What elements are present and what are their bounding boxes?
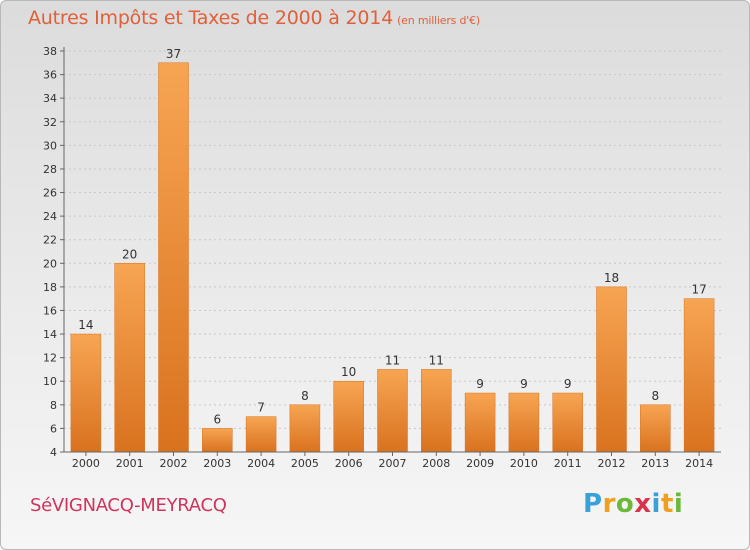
x-tick-label: 2006 xyxy=(335,457,363,470)
y-tick-label: 4 xyxy=(50,446,57,459)
data-label: 6 xyxy=(213,412,221,426)
x-tick-label: 2013 xyxy=(641,457,669,470)
data-label: 11 xyxy=(385,353,400,367)
data-label: 9 xyxy=(564,377,572,391)
bar xyxy=(596,286,627,453)
x-tick-label: 2000 xyxy=(72,457,100,470)
y-tick-label: 6 xyxy=(50,422,57,435)
x-tick-label: 2001 xyxy=(116,457,144,470)
y-tick-label: 10 xyxy=(43,375,57,388)
logo-letter: x xyxy=(634,489,652,519)
bar xyxy=(377,369,408,453)
bar xyxy=(421,369,452,453)
logo-letter: i xyxy=(651,489,661,519)
y-tick-label: 18 xyxy=(43,281,57,294)
y-tick-label: 36 xyxy=(43,69,57,82)
y-tick-label: 14 xyxy=(43,328,57,341)
label-layer: 14 20 37 6 7 8 10 11 11 9 9 9 18 8 17 xyxy=(78,47,706,427)
x-tick-label: 2014 xyxy=(685,457,713,470)
chart-subtitle: (en milliers d'€) xyxy=(397,14,480,27)
y-tick-label: 24 xyxy=(43,210,57,223)
chart-title-text: Autres Impôts et Taxes de 2000 à 2014 xyxy=(28,7,394,29)
y-tick-label: 20 xyxy=(43,257,57,270)
data-label: 10 xyxy=(341,365,356,379)
chart-title: Autres Impôts et Taxes de 2000 à 2014 (en… xyxy=(28,7,480,29)
bar xyxy=(552,392,583,453)
x-tick-label: 2011 xyxy=(554,457,582,470)
bar xyxy=(333,380,364,453)
bar xyxy=(202,428,233,453)
x-tick-label: 2003 xyxy=(203,457,231,470)
axis-layer: 4 6 8 10 12 14 16 18 20 22 24 26 28 30 32 34 36 38 2000 200… xyxy=(43,45,721,470)
x-tick-label: 2008 xyxy=(422,457,450,470)
data-label: 9 xyxy=(520,377,528,391)
x-tick-label: 2012 xyxy=(598,457,626,470)
bar xyxy=(464,392,496,453)
logo-letter: o xyxy=(615,489,635,519)
data-label: 9 xyxy=(476,377,484,391)
y-tick-label: 22 xyxy=(43,234,57,247)
y-tick-label: 12 xyxy=(43,352,57,365)
logo-letter: r xyxy=(602,489,616,519)
y-tick-label: 28 xyxy=(43,163,57,176)
data-label: 20 xyxy=(122,247,137,261)
y-tick-label: 30 xyxy=(43,139,57,152)
bar xyxy=(683,298,715,453)
bar-layer xyxy=(70,62,715,453)
x-tick-label: 2002 xyxy=(160,457,188,470)
bar xyxy=(245,416,277,453)
logo-letter: t xyxy=(660,489,674,519)
data-label: 11 xyxy=(429,353,444,367)
data-label: 37 xyxy=(166,47,181,61)
x-tick-label: 2009 xyxy=(466,457,494,470)
y-tick-label: 32 xyxy=(43,116,57,129)
x-tick-label: 2010 xyxy=(510,457,538,470)
x-tick-label: 2007 xyxy=(379,457,407,470)
data-label: 17 xyxy=(691,283,706,297)
y-tick-label: 26 xyxy=(43,187,57,200)
bar xyxy=(640,404,671,453)
data-label: 18 xyxy=(604,271,619,285)
bar xyxy=(70,333,102,453)
bar xyxy=(508,392,540,453)
data-label: 8 xyxy=(301,389,309,403)
bar xyxy=(289,404,321,453)
logo-letter: P xyxy=(583,489,603,519)
y-tick-label: 38 xyxy=(43,45,57,58)
bar xyxy=(158,62,189,453)
y-tick-label: 16 xyxy=(43,304,57,317)
data-label: 14 xyxy=(78,318,93,332)
data-label: 8 xyxy=(651,389,659,403)
commune-name: SéVIGNACQ-MEYRACQ xyxy=(30,495,227,516)
y-tick-label: 34 xyxy=(43,92,57,105)
logo-letter: i xyxy=(673,489,684,519)
x-tick-label: 2004 xyxy=(247,457,275,470)
bar xyxy=(114,263,145,453)
y-tick-label: 8 xyxy=(50,399,57,412)
proxiti-logo[interactable]: Proxiti xyxy=(583,489,683,519)
x-tick-label: 2005 xyxy=(291,457,319,470)
data-label: 7 xyxy=(257,401,265,415)
